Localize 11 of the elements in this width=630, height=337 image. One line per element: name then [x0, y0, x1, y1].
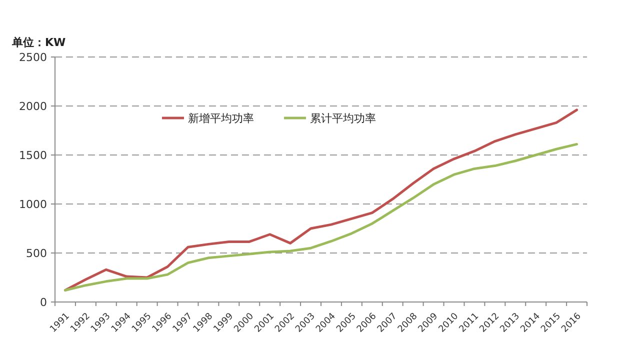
line-series [64, 142, 578, 292]
legend-label: 累计平均功率 [310, 112, 376, 125]
y-tick-label: 0 [40, 296, 47, 309]
legend-label: 新增平均功率 [188, 112, 254, 125]
line-series [64, 108, 578, 292]
y-tick-label: 2500 [19, 51, 47, 64]
y-axis-title: 单位：KW [11, 36, 66, 49]
y-tick-label: 1000 [19, 198, 47, 211]
y-tick-label: 2000 [19, 100, 47, 113]
y-tick-label: 1500 [19, 149, 47, 162]
y-tick-label: 500 [26, 247, 47, 260]
